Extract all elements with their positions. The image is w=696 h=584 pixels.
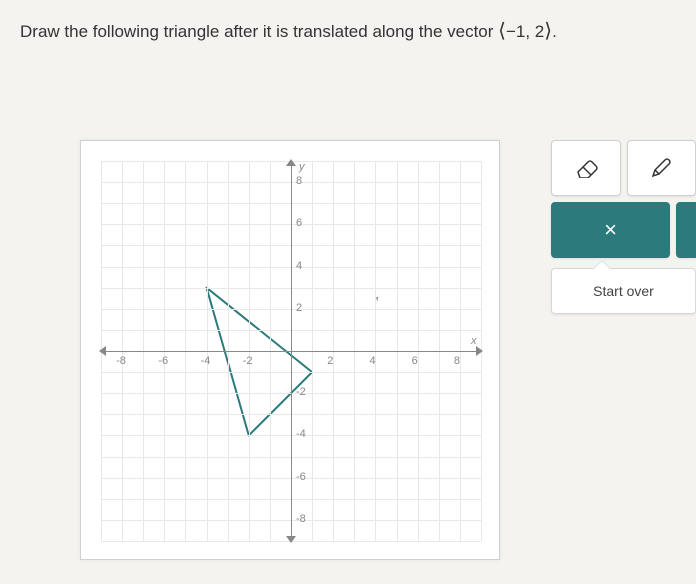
chart-grid[interactable]: -8 -6 -4 -2 2 4 6 8 -8 -6 -4 -2 2 4 6 8 y x ‛ xyxy=(101,161,481,541)
y-tick-label: 8 xyxy=(296,175,302,187)
question-text: Draw the following triangle after it is … xyxy=(0,0,696,53)
y-tick-label: -6 xyxy=(296,471,306,483)
eraser-button[interactable] xyxy=(551,140,621,196)
vector-b: 2 xyxy=(530,22,544,41)
x-tick-label: 4 xyxy=(369,355,375,367)
y-tick-label: -2 xyxy=(296,386,306,398)
pencil-icon xyxy=(649,156,673,180)
chart-container[interactable]: -8 -6 -4 -2 2 4 6 8 -8 -6 -4 -2 2 4 6 8 y x ‛ xyxy=(80,140,500,560)
eraser-icon xyxy=(572,158,600,178)
x-tick-label: -8 xyxy=(116,355,126,367)
extra-tool-button[interactable] xyxy=(676,202,696,258)
question-prefix: Draw the following triangle after it is … xyxy=(20,22,498,41)
pencil-button[interactable] xyxy=(627,140,696,196)
y-tick-label: 4 xyxy=(296,260,302,272)
vector-open: ⟨ xyxy=(498,20,506,42)
toolbox: × Start over xyxy=(551,140,696,314)
x-tick-label: 6 xyxy=(412,355,418,367)
x-tick-label: -6 xyxy=(158,355,168,367)
x-tick-label: -4 xyxy=(201,355,211,367)
close-button[interactable]: × xyxy=(551,202,670,258)
stray-mark: ‛ xyxy=(375,295,379,313)
x-tick-label: -2 xyxy=(243,355,253,367)
x-axis-label: x xyxy=(471,335,477,347)
y-tick-label: -8 xyxy=(296,513,306,525)
vector-close: ⟩ xyxy=(544,20,552,42)
tool-row-2: × xyxy=(551,202,696,258)
y-tick-label: 2 xyxy=(296,302,302,314)
y-tick-label: -4 xyxy=(296,428,306,440)
vector-a: −1, xyxy=(506,22,530,41)
y-tick-label: 6 xyxy=(296,217,302,229)
close-icon: × xyxy=(604,217,617,243)
x-tick-label: 8 xyxy=(454,355,460,367)
x-tick-label: 2 xyxy=(327,355,333,367)
startover-label: Start over xyxy=(593,283,654,299)
startover-button[interactable]: Start over xyxy=(551,268,696,314)
question-suffix: . xyxy=(552,22,557,41)
y-axis-label: y xyxy=(299,161,305,173)
tool-row-1 xyxy=(551,140,696,196)
